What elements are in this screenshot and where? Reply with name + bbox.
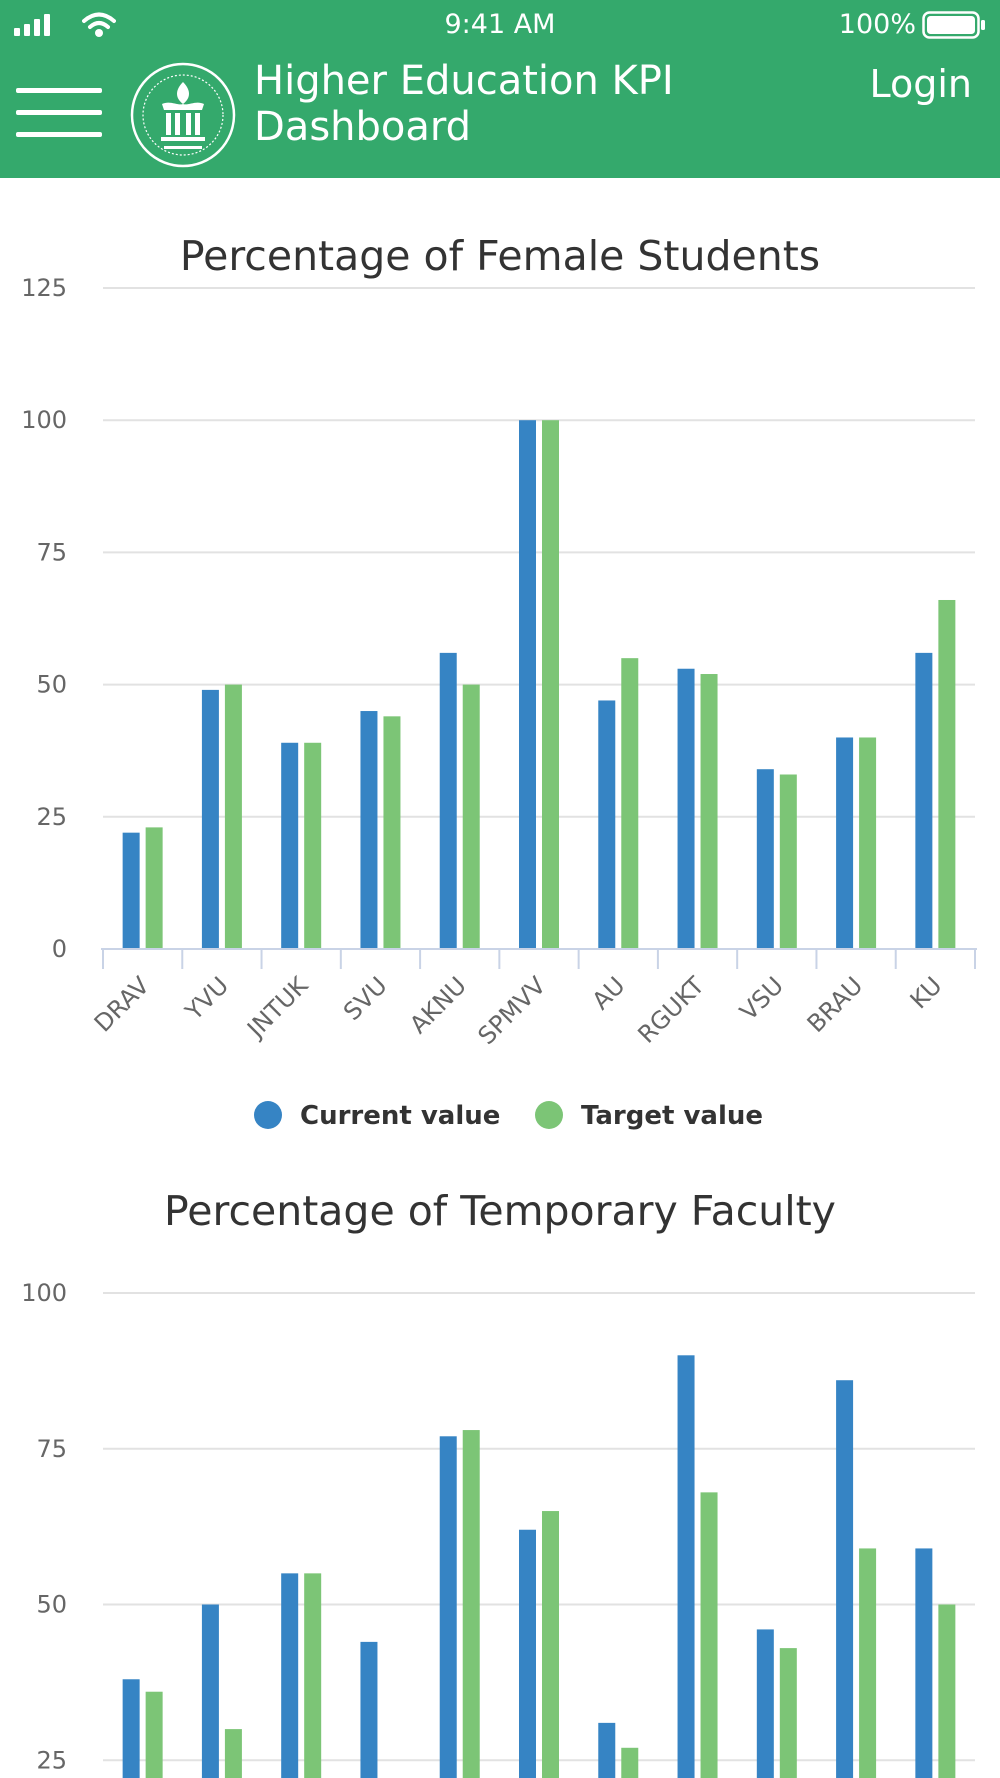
legend-label-current[interactable]: Current value [300, 1101, 500, 1131]
x-tick-label: KU [905, 971, 948, 1014]
status-bar: 9:41 AM 100% [0, 0, 1000, 50]
legend-marker-current[interactable] [254, 1101, 282, 1129]
y-tick-label: 75 [36, 1435, 67, 1463]
bar-current-ku[interactable] [915, 652, 933, 949]
x-tick-label: AKNU [404, 971, 472, 1039]
bar-target-rgukt[interactable] [700, 674, 718, 949]
bar-target-yvu[interactable] [224, 684, 242, 949]
chart-title: Percentage of Temporary Faculty [164, 1187, 836, 1235]
bar-target-jntuk[interactable] [304, 1573, 322, 1778]
app-header: 9:41 AM 100% Higher Education KPI Dashbo… [0, 0, 1000, 178]
bar-target-drav[interactable] [145, 1691, 163, 1778]
bar-target-yvu[interactable] [224, 1729, 242, 1778]
bar-current-svu[interactable] [360, 711, 378, 949]
bar-target-aknu[interactable] [462, 684, 480, 949]
wifi-icon [82, 12, 116, 37]
bar-current-ku[interactable] [915, 1548, 933, 1778]
hamburger-menu-button[interactable] [16, 84, 102, 140]
x-tick-label: DRAV [89, 971, 156, 1038]
bar-target-ku[interactable] [938, 1604, 956, 1778]
bar-target-jntuk[interactable] [304, 742, 322, 949]
bar-target-spmvv[interactable] [542, 1511, 559, 1778]
y-tick-label: 100 [21, 406, 67, 434]
legend-label-target[interactable]: Target value [581, 1101, 763, 1131]
y-tick-label: 25 [36, 803, 67, 831]
bar-current-jntuk[interactable] [281, 1573, 299, 1778]
bar-current-spmvv[interactable] [519, 420, 536, 949]
chart-title: Percentage of Female Students [180, 232, 820, 280]
battery-icon [922, 11, 985, 39]
bar-current-brau[interactable] [836, 1380, 854, 1778]
bar-current-svu[interactable] [360, 1641, 378, 1778]
bar-current-brau[interactable] [836, 737, 854, 949]
bar-current-vsu[interactable] [756, 769, 774, 949]
x-tick-label: AU [587, 971, 631, 1015]
chart-legend: Current value Target value [254, 1101, 763, 1131]
y-tick-label: 0 [52, 935, 67, 963]
bar-current-yvu[interactable] [201, 1604, 219, 1778]
x-tick-label: SVU [338, 971, 393, 1026]
y-tick-label: 50 [36, 671, 67, 699]
bar-current-rgukt[interactable] [677, 668, 695, 949]
bars [122, 420, 956, 949]
bar-target-vsu[interactable] [779, 1648, 797, 1778]
bar-target-spmvv[interactable] [542, 420, 559, 949]
battery-percentage: 100% [838, 9, 916, 40]
bar-current-drav[interactable] [122, 1679, 140, 1778]
bar-target-svu[interactable] [383, 716, 401, 949]
bar-target-brau[interactable] [859, 737, 877, 949]
login-link[interactable]: Login [869, 62, 972, 106]
bar-current-au[interactable] [598, 1722, 616, 1778]
y-tick-label: 50 [36, 1591, 67, 1619]
x-tick-label: VSU [734, 971, 789, 1026]
signal-icon [14, 14, 50, 36]
bar-target-au[interactable] [621, 658, 639, 949]
bar-current-spmvv[interactable] [519, 1529, 536, 1778]
bar-target-vsu[interactable] [779, 774, 797, 949]
bar-current-au[interactable] [598, 700, 616, 949]
chart-temporary-faculty: Percentage of Temporary Faculty 25 50 75 100 [21, 1187, 975, 1778]
bar-current-yvu[interactable] [201, 689, 219, 949]
bar-current-drav[interactable] [122, 832, 140, 949]
x-tick-label: YVU [179, 971, 234, 1026]
x-tick-label: SPMVV [473, 971, 552, 1050]
legend-marker-target[interactable] [535, 1101, 563, 1129]
y-tick-label: 100 [21, 1279, 67, 1307]
y-tick-label: 125 [21, 274, 67, 302]
bar-target-au[interactable] [621, 1747, 639, 1778]
x-tick-label: BRAU [802, 971, 869, 1038]
bar-current-aknu[interactable] [439, 652, 457, 949]
app-title: Higher Education KPI Dashboard [254, 58, 674, 150]
app-bar: Higher Education KPI Dashboard Login [0, 50, 1000, 178]
y-tick-label: 75 [36, 538, 67, 566]
bar-current-aknu[interactable] [439, 1436, 457, 1778]
bar-current-rgukt[interactable] [677, 1355, 695, 1778]
y-tick-label: 25 [36, 1746, 67, 1774]
bars [122, 1355, 956, 1778]
bar-target-ku[interactable] [938, 599, 956, 949]
seal-logo [130, 62, 236, 168]
bar-target-brau[interactable] [859, 1548, 877, 1778]
bar-current-jntuk[interactable] [281, 742, 299, 949]
bar-current-vsu[interactable] [756, 1629, 774, 1778]
x-tick-label: RGUKT [632, 971, 710, 1049]
bar-target-aknu[interactable] [462, 1430, 480, 1778]
bar-target-rgukt[interactable] [700, 1492, 718, 1778]
status-time: 9:41 AM [444, 9, 556, 40]
bar-target-drav[interactable] [145, 827, 163, 949]
chart-female-students: Percentage of Female Students 0 25 50 75 100 1… [21, 232, 977, 1131]
x-tick-label: JNTUK [241, 971, 315, 1045]
